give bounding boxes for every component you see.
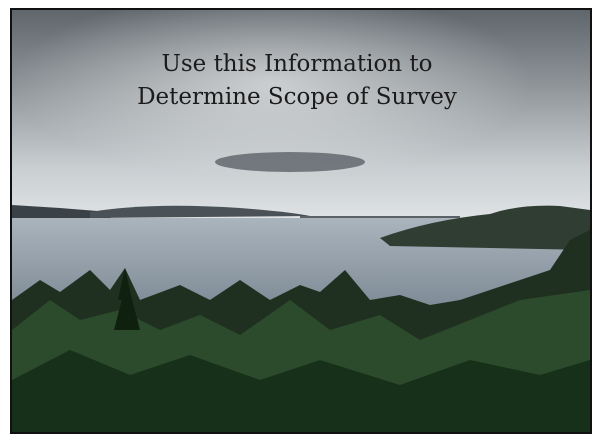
slide-title-line: Use this Information to	[161, 51, 432, 77]
page: Use this Information to Determine Scope …	[0, 0, 602, 443]
slide: Use this Information to Determine Scope …	[0, 0, 602, 443]
slide-title-line: Determine Scope of Survey	[137, 84, 457, 110]
